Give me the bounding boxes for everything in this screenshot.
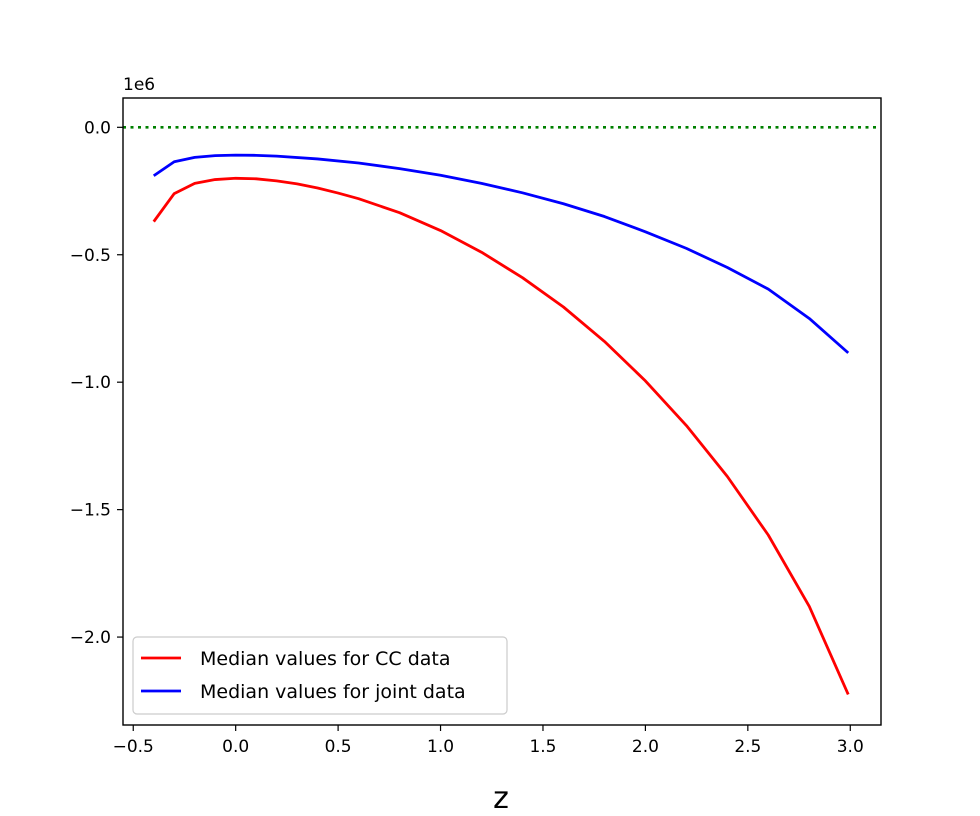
x-tick-label: 2.0 [632,737,659,757]
legend-label-2: Median values for joint data [200,681,466,703]
axes: −0.5 0.0 0.5 1.0 1.5 2.0 2.5 3.0 0.0 −0.5 −1.0 −1.5… [70,97,882,757]
x-axis-label: z [493,781,509,816]
series-line-1 [152,176,850,695]
legend-box [132,636,508,715]
y-tick-label: −1.5 [70,501,111,521]
x-tick-label: 0.0 [222,737,249,757]
x-tick-label: 1.5 [529,737,556,757]
legend-label-1: Median values for CC data [200,648,451,670]
legend: Median values for CC data Median values f… [132,636,508,715]
series-line-2 [152,153,850,354]
x-tick-label: −0.5 [113,737,154,757]
y-tick-label: −0.5 [70,246,111,266]
x-tick-label: 2.5 [734,737,761,757]
x-tick-label: 1.0 [427,737,454,757]
x-tick-label: 3.0 [837,737,864,757]
y-tick-label: −2.0 [70,628,111,648]
y-axis-offset-label: 1e6 [123,75,155,95]
y-tick-label: 0.0 [84,118,111,138]
plot-frame [122,97,882,726]
y-tick-label: −1.0 [70,373,111,393]
x-tick-label: 0.5 [325,737,352,757]
plot-area [123,126,881,695]
